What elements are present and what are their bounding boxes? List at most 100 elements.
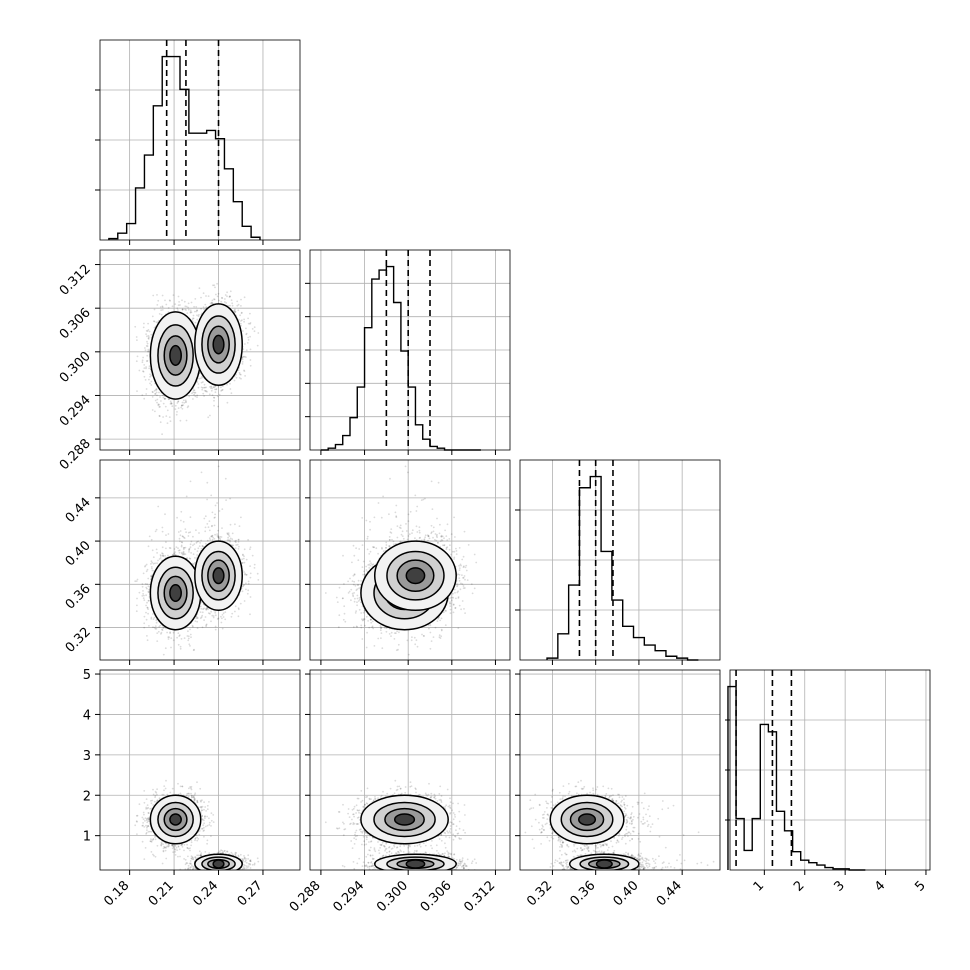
scatter-point <box>205 386 208 389</box>
scatter-point <box>163 626 165 629</box>
scatter-point <box>234 541 237 544</box>
scatter-point <box>189 309 192 312</box>
scatter-point <box>152 294 155 297</box>
scatter-point <box>211 538 214 541</box>
scatter-point <box>162 402 165 405</box>
histogram-frame <box>309 249 511 451</box>
scatter-point <box>178 301 181 303</box>
scatter-point <box>153 326 156 329</box>
scatter-point <box>147 337 150 340</box>
scatter-point <box>210 302 213 305</box>
scatter-point <box>217 529 220 532</box>
scatter-point <box>165 303 168 306</box>
scatter-point <box>177 304 180 307</box>
scatter-point <box>180 405 183 407</box>
scatter-point <box>192 398 194 400</box>
scatter-point <box>218 299 220 302</box>
scatter-point <box>177 632 180 634</box>
scatter-point <box>210 301 213 304</box>
scatter-point <box>234 308 236 311</box>
scatter-point <box>216 295 219 298</box>
scatter-point <box>229 382 231 385</box>
scatter-point <box>146 587 148 590</box>
scatter-point <box>177 309 179 311</box>
scatter-point <box>146 345 149 348</box>
scatter-point <box>215 293 217 296</box>
scatter-point <box>241 363 244 365</box>
scatter-point <box>214 286 216 289</box>
scatter-point <box>166 631 169 634</box>
points-group <box>134 465 260 656</box>
scatter-point <box>194 620 197 622</box>
scatter-point <box>237 303 240 306</box>
scatter-point <box>197 547 200 550</box>
scatter-point <box>208 537 211 540</box>
scatter-point <box>179 419 182 422</box>
scatter-point <box>162 555 165 557</box>
scatter-point <box>213 396 216 399</box>
scatter-point <box>221 388 224 391</box>
scatter-point <box>184 308 187 311</box>
scatter-point <box>146 359 149 362</box>
scatter-point <box>247 317 250 320</box>
scatter-point <box>240 298 242 301</box>
scatter-point <box>186 312 189 314</box>
scatter-point <box>153 389 156 392</box>
scatter-point <box>217 465 220 468</box>
scatter-point <box>242 584 245 587</box>
scatter-point <box>249 348 252 351</box>
scatter-point <box>243 369 245 372</box>
scatter-point <box>144 347 146 349</box>
scatter-point <box>187 308 190 311</box>
scatter-point <box>148 625 150 627</box>
scatter-point <box>240 324 243 327</box>
scatter-point <box>183 402 186 404</box>
scatter-point <box>198 545 201 548</box>
scatter-point <box>154 392 157 395</box>
scatter-point <box>181 407 184 410</box>
scatter-point <box>141 595 144 597</box>
scatter-point <box>213 404 216 407</box>
histogram-frame <box>729 669 931 871</box>
scatter-point <box>145 345 148 347</box>
scatter-point <box>196 318 199 321</box>
scatter-point <box>156 398 159 401</box>
scatter-point <box>195 542 198 544</box>
scatter-point <box>234 311 236 314</box>
scatter-point <box>229 304 232 307</box>
histogram-frame <box>99 39 301 241</box>
scatter-point <box>194 548 196 551</box>
scatter-point <box>169 403 172 405</box>
scatter-point <box>217 385 220 388</box>
scatter-point <box>155 387 158 390</box>
scatter-point <box>177 547 179 550</box>
scatter-point <box>185 495 188 498</box>
scatter-point <box>196 309 198 312</box>
points-group <box>134 282 260 436</box>
scatter-point <box>163 398 166 400</box>
scatter-point <box>234 310 237 313</box>
scatter-point <box>149 375 152 378</box>
scatter-point <box>193 389 196 392</box>
scatter-point <box>191 562 194 565</box>
scatter-point <box>164 299 166 302</box>
scatter-panel-2-0 <box>99 459 301 661</box>
scatter-point <box>209 302 212 305</box>
scatter-point <box>196 550 199 553</box>
scatter-point <box>176 411 178 413</box>
scatter-point <box>213 386 216 389</box>
scatter-point <box>245 332 248 335</box>
scatter-point <box>241 319 243 321</box>
scatter-point <box>145 570 148 573</box>
scatter-point <box>214 391 217 394</box>
scatter-point <box>145 388 148 390</box>
scatter-point <box>212 284 214 287</box>
scatter-point <box>143 322 145 325</box>
scatter-point <box>152 391 154 393</box>
scatter-point <box>160 313 163 316</box>
scatter-point <box>240 305 242 307</box>
scatter-point <box>185 309 188 311</box>
scatter-point <box>240 311 243 314</box>
scatter-point <box>158 406 161 408</box>
scatter-point <box>191 319 194 321</box>
